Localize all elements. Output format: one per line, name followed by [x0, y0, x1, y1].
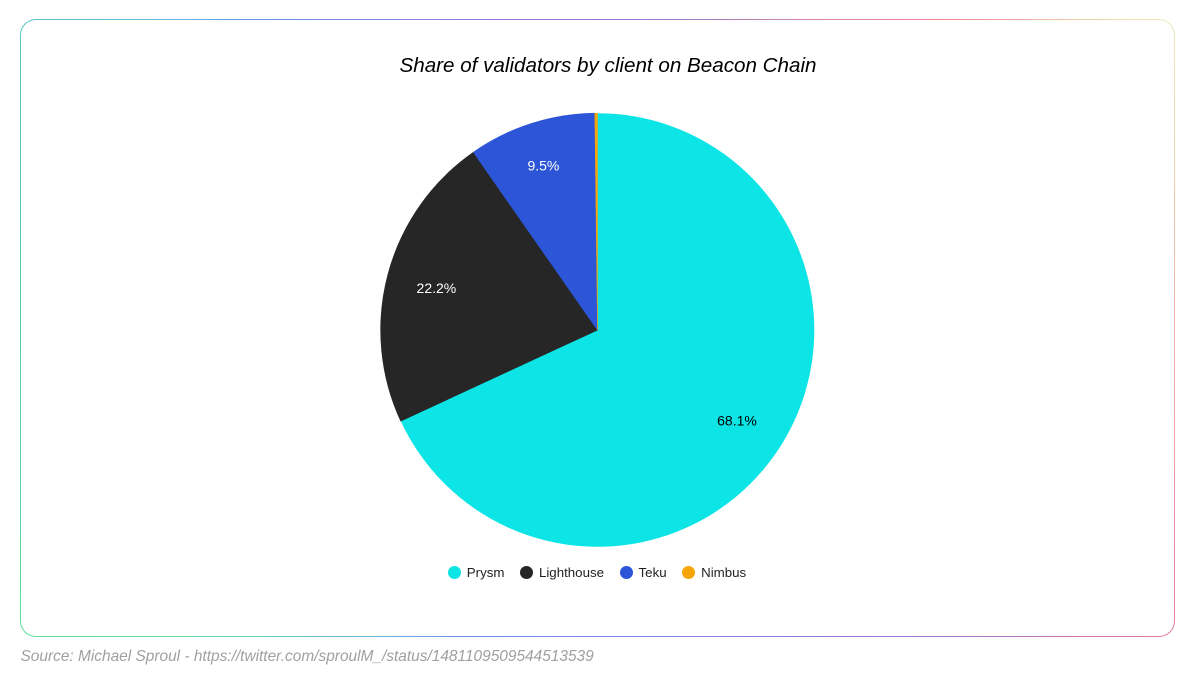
svg-text:9.5%: 9.5% — [527, 158, 559, 174]
svg-text:22.2%: 22.2% — [417, 280, 457, 296]
svg-text:68.1%: 68.1% — [717, 413, 757, 429]
